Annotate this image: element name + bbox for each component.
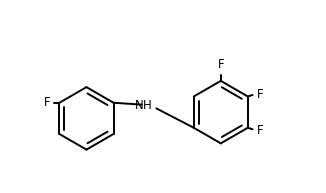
Text: F: F (257, 87, 264, 101)
Text: F: F (44, 96, 51, 109)
Text: F: F (217, 58, 224, 71)
Text: F: F (257, 124, 264, 137)
Text: H: H (143, 99, 152, 112)
Text: N: N (134, 99, 143, 112)
